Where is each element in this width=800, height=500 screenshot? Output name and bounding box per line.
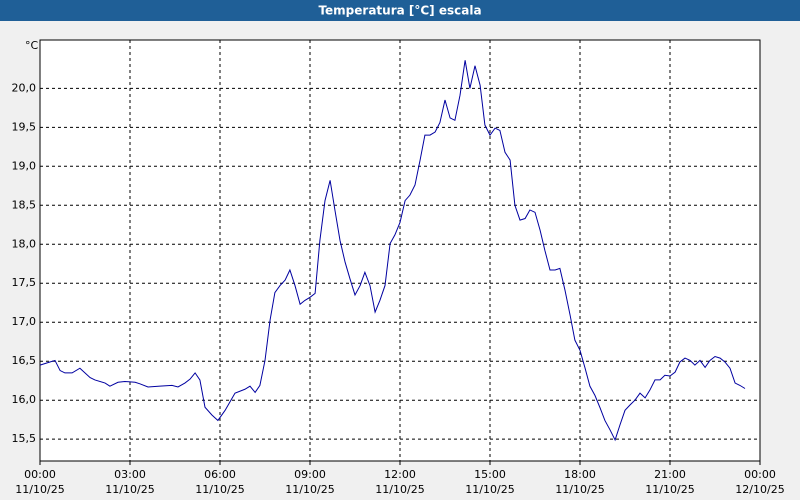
y-tick-label: 20,0 bbox=[12, 81, 37, 94]
y-axis-unit: °C bbox=[25, 39, 39, 52]
y-tick-label: 17,5 bbox=[12, 276, 37, 289]
y-tick-label: 17,0 bbox=[12, 315, 37, 328]
y-tick-label: 18,5 bbox=[12, 198, 37, 211]
x-tick-label: 00:00 bbox=[744, 468, 776, 481]
y-tick-label: 19,5 bbox=[12, 120, 37, 133]
x-tick-label: 21:00 bbox=[654, 468, 686, 481]
x-tick-label: 11/10/25 bbox=[465, 483, 514, 496]
x-tick-label: 11/10/25 bbox=[645, 483, 694, 496]
x-tick-label: 15:00 bbox=[474, 468, 506, 481]
y-tick-label: 15,5 bbox=[12, 432, 37, 445]
y-tick-label: 18,0 bbox=[12, 237, 37, 250]
x-tick-label: 11/10/25 bbox=[195, 483, 244, 496]
x-tick-label: 12/10/25 bbox=[735, 483, 784, 496]
data-line bbox=[39, 60, 746, 442]
x-tick-label: 11/10/25 bbox=[555, 483, 604, 496]
x-tick-label: 11/10/25 bbox=[375, 483, 424, 496]
x-tick-label: 00:00 bbox=[24, 468, 56, 481]
x-tick-label: 06:00 bbox=[204, 468, 236, 481]
x-tick-label: 11/10/25 bbox=[105, 483, 154, 496]
y-tick-label: 16,5 bbox=[12, 354, 37, 367]
x-tick-label: 09:00 bbox=[294, 468, 326, 481]
title-bar bbox=[0, 0, 800, 21]
x-tick-label: 11/10/25 bbox=[285, 483, 334, 496]
chart-title: Temperatura [°C] escala bbox=[318, 4, 481, 18]
x-tick-label: 12:00 bbox=[384, 468, 416, 481]
x-tick-label: 11/10/25 bbox=[15, 483, 64, 496]
y-tick-label: 16,0 bbox=[12, 393, 37, 406]
x-tick-label: 03:00 bbox=[114, 468, 146, 481]
y-tick-label: 19,0 bbox=[12, 159, 37, 172]
x-tick-label: 18:00 bbox=[564, 468, 596, 481]
